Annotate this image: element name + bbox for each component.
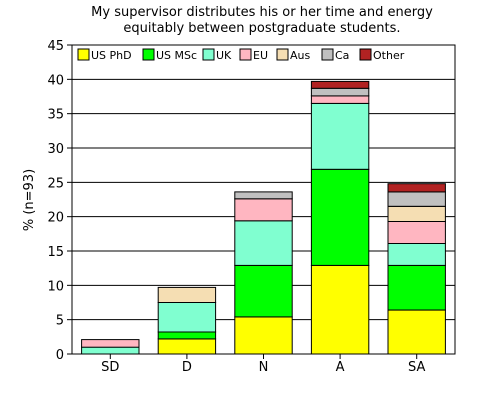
legend-item-us-phd: US PhD: [77, 48, 132, 62]
x-tick-label: D: [182, 360, 192, 375]
bar-segment-a-us-msc: [310, 168, 370, 266]
bar-segment-d-uk: [157, 302, 217, 333]
bar-segment-d-aus: [157, 286, 217, 303]
bar-segment-sa-us-phd: [387, 309, 446, 355]
y-axis-ticks: 0 5 10 15 20 25 30 35 40 45: [47, 39, 72, 363]
y-tick-label: 20: [47, 211, 64, 226]
legend-swatch: [239, 48, 252, 61]
y-tick-label: 25: [47, 176, 64, 191]
legend-item-aus: Aus: [276, 48, 310, 62]
chart-title-line-2: equitably between postgraduate students.: [123, 21, 400, 36]
chart-title-line-1: My supervisor distributes his or her tim…: [91, 5, 433, 20]
legend-label: US PhD: [91, 49, 132, 62]
bar-segment-sd-uk: [81, 346, 140, 355]
bar-segment-a-other: [310, 80, 370, 89]
legend-item-uk: UK: [202, 48, 232, 62]
legend-swatch: [276, 48, 289, 61]
legend-swatch: [202, 48, 215, 61]
legend-swatch: [142, 48, 155, 61]
bar-segment-sa-other: [387, 183, 446, 193]
legend-label: Ca: [335, 49, 349, 62]
bar-segment-n-eu: [234, 198, 293, 222]
bar-segment-n-uk: [234, 220, 293, 266]
y-tick-label: 45: [47, 39, 64, 54]
bar-segment-n-us-msc: [234, 264, 293, 318]
bar-segment-d-us-msc: [157, 331, 217, 340]
bars: [81, 80, 446, 355]
bar-segment-n-us-phd: [234, 316, 293, 355]
x-axis-ticks: SD D N A SA: [101, 354, 425, 375]
legend-item-eu: EU: [239, 48, 268, 62]
legend-swatch: [359, 48, 372, 61]
legend-item-us-msc: US MSc: [142, 48, 197, 62]
bar-segment-sa-uk: [387, 242, 446, 266]
x-tick-label: SA: [408, 360, 425, 375]
bar-segment-sa-us-msc: [387, 264, 446, 311]
bar-segment-a-ca: [310, 87, 370, 97]
bar-segment-a-us-phd: [310, 264, 370, 355]
legend-item-ca: Ca: [321, 48, 349, 62]
legend-label: Other: [373, 49, 405, 62]
y-tick-label: 15: [47, 245, 64, 260]
x-tick-label: SD: [101, 360, 119, 375]
legend-label: UK: [216, 49, 232, 62]
bar-segment-a-uk: [310, 102, 370, 170]
legend-swatch: [321, 48, 334, 61]
bar-segment-sa-aus: [387, 205, 446, 222]
chart-title: My supervisor distributes his or her tim…: [91, 5, 433, 36]
y-tick-label: 40: [47, 73, 64, 88]
y-tick-label: 35: [47, 108, 64, 123]
legend: US PhD US MSc UK EU Aus Ca Other: [77, 48, 405, 62]
bar-segment-sd-eu: [81, 339, 140, 348]
legend-label: EU: [253, 49, 268, 62]
legend-label: Aus: [290, 49, 310, 62]
legend-swatch: [77, 48, 90, 61]
legend-label: US MSc: [156, 49, 197, 62]
y-tick-label: 0: [56, 348, 64, 363]
y-axis-label: % (n=93): [22, 169, 37, 231]
x-tick-label: N: [259, 360, 269, 375]
y-tick-label: 30: [47, 142, 64, 157]
x-tick-label: A: [336, 360, 345, 375]
bar-segment-a-eu: [310, 95, 370, 104]
legend-item-other: Other: [359, 48, 405, 62]
bar-segment-sa-eu: [387, 221, 446, 244]
y-tick-label: 10: [47, 279, 64, 294]
bar-segment-d-us-phd: [157, 338, 217, 355]
bar-segment-sa-ca: [387, 191, 446, 207]
bar-segment-n-ca: [234, 191, 293, 200]
y-tick-label: 5: [56, 314, 64, 329]
